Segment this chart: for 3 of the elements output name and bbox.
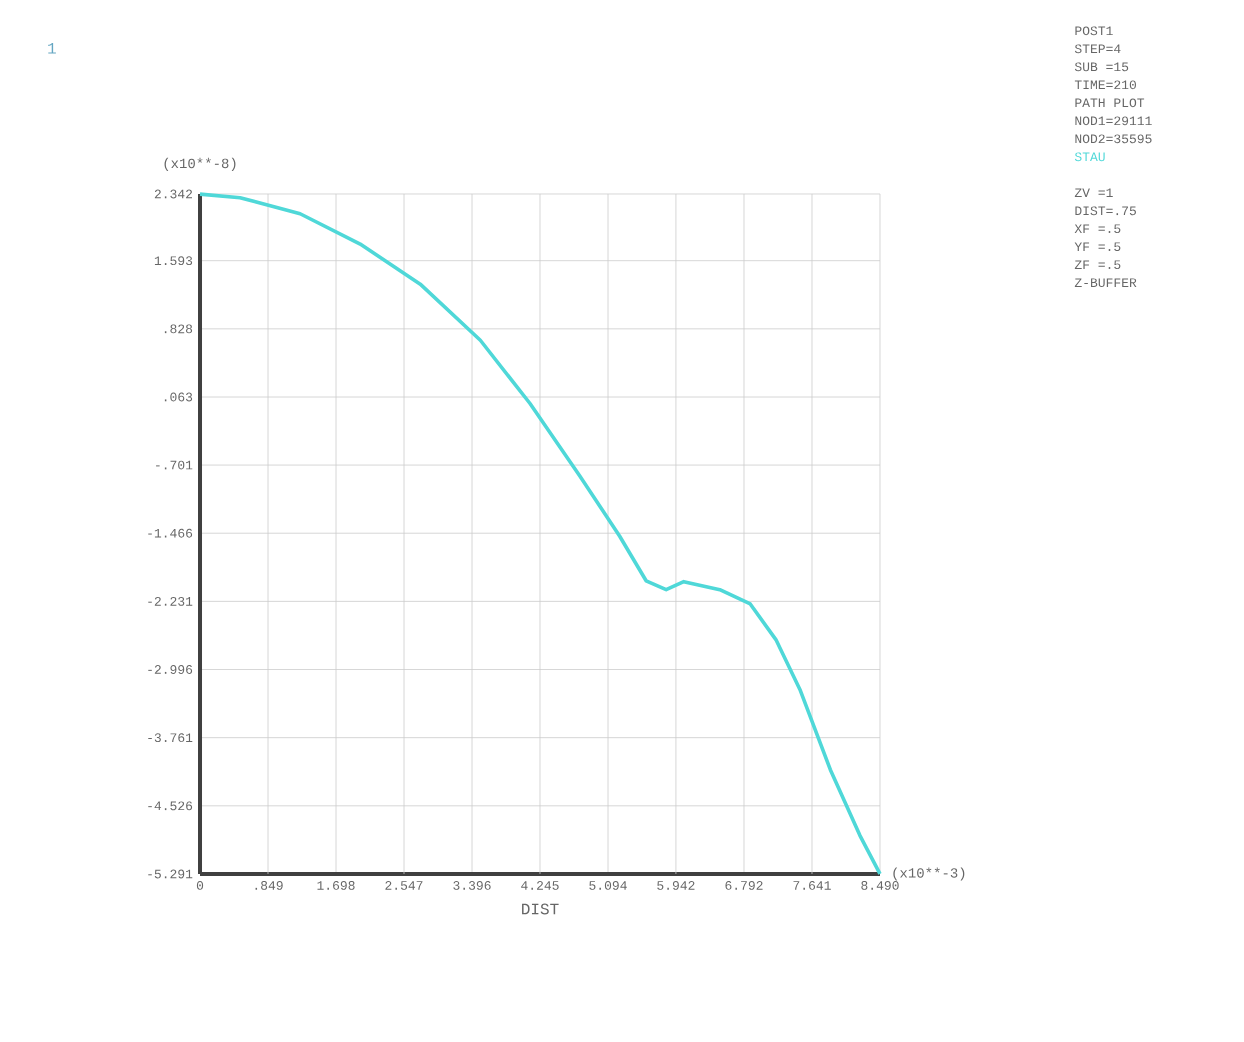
x-axis-title: DIST — [522, 903, 559, 915]
text: 1 — [48, 43, 56, 54]
line-series — [198, 192, 882, 876]
